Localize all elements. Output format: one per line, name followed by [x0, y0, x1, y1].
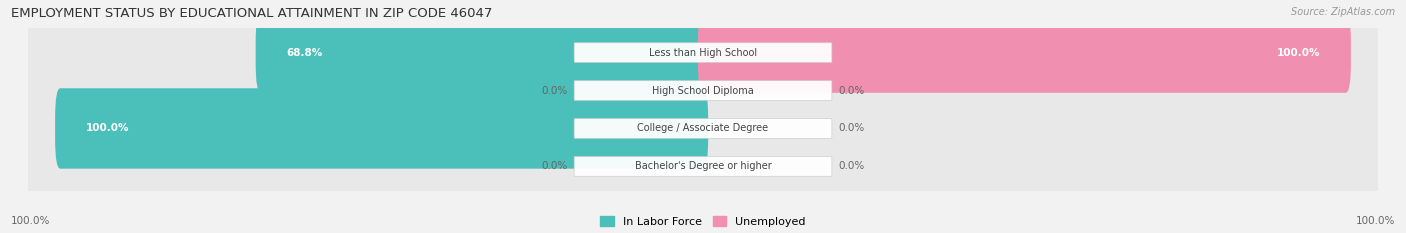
Text: EMPLOYMENT STATUS BY EDUCATIONAL ATTAINMENT IN ZIP CODE 46047: EMPLOYMENT STATUS BY EDUCATIONAL ATTAINM… [11, 7, 492, 20]
Text: 100.0%: 100.0% [11, 216, 51, 226]
FancyBboxPatch shape [574, 157, 832, 176]
Text: 68.8%: 68.8% [287, 48, 323, 58]
FancyBboxPatch shape [55, 88, 709, 169]
Text: 0.0%: 0.0% [838, 86, 865, 96]
Text: High School Diploma: High School Diploma [652, 86, 754, 96]
Text: College / Associate Degree: College / Associate Degree [637, 123, 769, 134]
Legend: In Labor Force, Unemployed: In Labor Force, Unemployed [596, 212, 810, 231]
FancyBboxPatch shape [27, 24, 1379, 82]
Text: 0.0%: 0.0% [541, 86, 568, 96]
Text: Less than High School: Less than High School [650, 48, 756, 58]
Text: Source: ZipAtlas.com: Source: ZipAtlas.com [1291, 7, 1395, 17]
FancyBboxPatch shape [27, 62, 1379, 119]
FancyBboxPatch shape [574, 43, 832, 62]
Text: 100.0%: 100.0% [1277, 48, 1320, 58]
FancyBboxPatch shape [574, 81, 832, 100]
Text: 100.0%: 100.0% [86, 123, 129, 134]
FancyBboxPatch shape [574, 119, 832, 138]
FancyBboxPatch shape [697, 12, 1351, 93]
FancyBboxPatch shape [27, 137, 1379, 195]
FancyBboxPatch shape [256, 12, 709, 93]
Text: Bachelor's Degree or higher: Bachelor's Degree or higher [634, 161, 772, 171]
Text: 100.0%: 100.0% [1355, 216, 1395, 226]
FancyBboxPatch shape [27, 100, 1379, 157]
Text: 0.0%: 0.0% [838, 161, 865, 171]
Text: 0.0%: 0.0% [541, 161, 568, 171]
Text: 0.0%: 0.0% [838, 123, 865, 134]
